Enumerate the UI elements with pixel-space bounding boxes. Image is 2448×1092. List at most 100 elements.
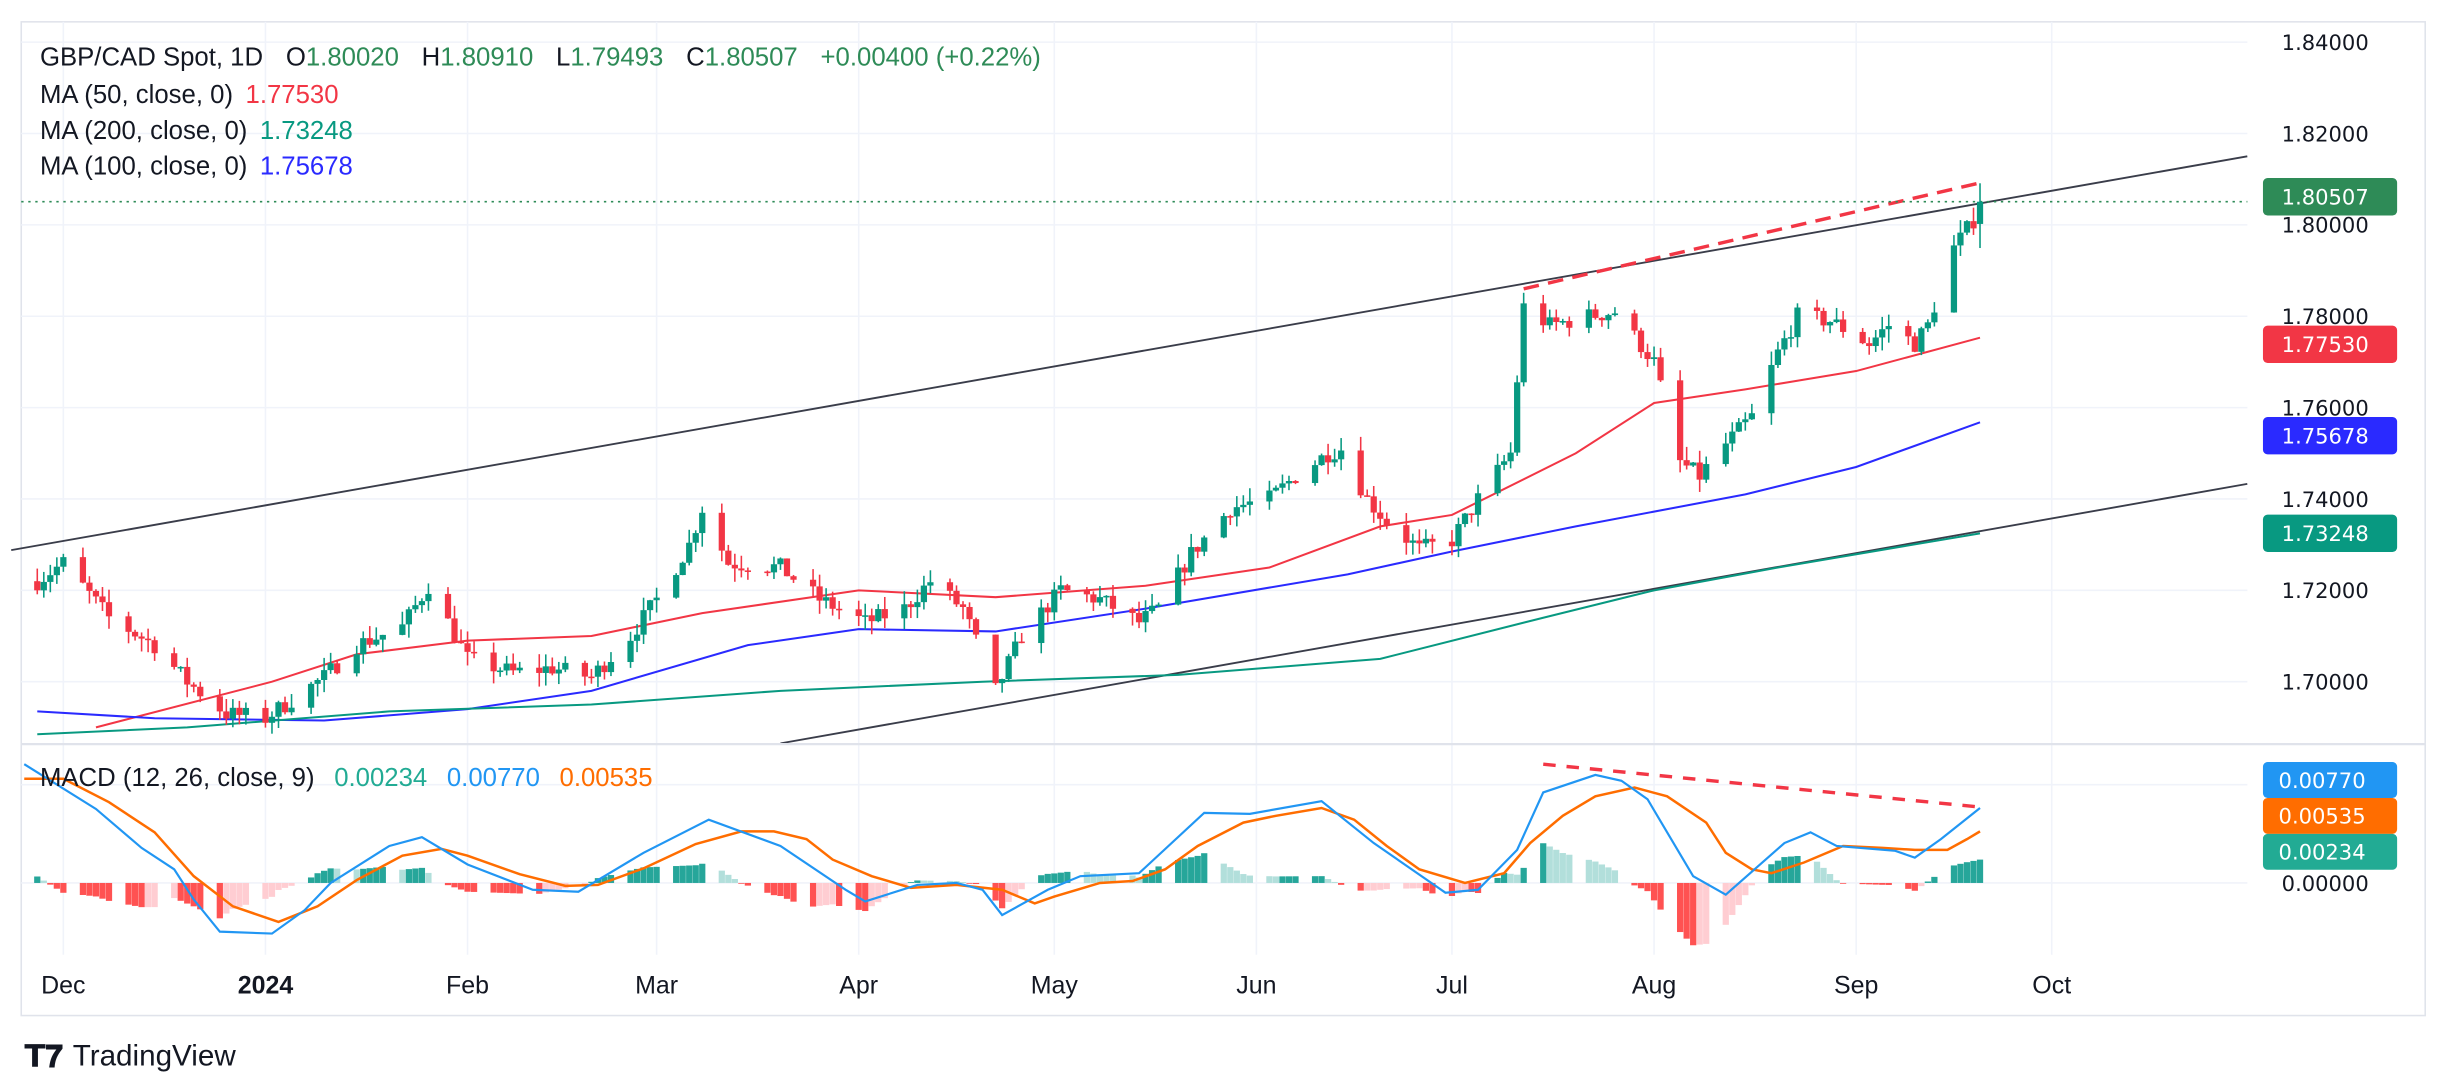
candle[interactable] — [1735, 417, 1742, 432]
candle[interactable] — [1357, 436, 1364, 499]
candle[interactable] — [1722, 432, 1729, 467]
candle[interactable] — [360, 631, 367, 664]
candle[interactable] — [353, 645, 360, 677]
candle[interactable] — [1285, 475, 1293, 491]
candle[interactable] — [144, 628, 152, 653]
candle[interactable] — [1455, 517, 1462, 558]
candle[interactable] — [1677, 370, 1684, 473]
candle[interactable] — [503, 655, 510, 676]
candle[interactable] — [373, 627, 380, 647]
candle[interactable] — [1970, 207, 1977, 235]
candle[interactable] — [581, 660, 589, 686]
candle[interactable] — [314, 678, 321, 697]
candle[interactable] — [1520, 292, 1527, 387]
candle[interactable] — [138, 632, 145, 652]
candle[interactable] — [1038, 599, 1045, 654]
candle[interactable] — [105, 589, 113, 629]
candle[interactable] — [601, 661, 608, 680]
candle[interactable] — [1918, 326, 1925, 356]
candle[interactable] — [907, 600, 914, 619]
candle[interactable] — [1696, 450, 1703, 492]
candle[interactable] — [1266, 480, 1273, 510]
candle[interactable] — [1018, 632, 1025, 644]
price-axis[interactable]: 1.84000 1.82000 1.80000 1.78000 1.76000 1.740… — [2262, 30, 2398, 896]
candle[interactable] — [1729, 422, 1736, 452]
candle[interactable] — [640, 597, 647, 644]
candle[interactable] — [1096, 585, 1104, 606]
candle[interactable] — [60, 553, 67, 572]
candle[interactable] — [816, 574, 823, 614]
candle[interactable] — [464, 631, 471, 666]
candle[interactable] — [1109, 585, 1117, 618]
candle[interactable] — [1429, 534, 1436, 554]
candle[interactable] — [1605, 313, 1612, 329]
candle[interactable] — [131, 629, 139, 641]
candle[interactable] — [242, 702, 250, 725]
candle[interactable] — [40, 571, 47, 598]
candle[interactable] — [1794, 303, 1801, 348]
candle[interactable] — [1820, 307, 1827, 332]
candle[interactable] — [281, 696, 289, 715]
candle[interactable] — [822, 588, 830, 609]
candle[interactable] — [1931, 302, 1938, 327]
candle[interactable] — [868, 608, 875, 635]
candle[interactable] — [836, 600, 843, 620]
candle[interactable] — [1742, 412, 1749, 431]
candle[interactable] — [379, 634, 386, 653]
candle[interactable] — [1879, 316, 1886, 351]
candle[interactable] — [738, 555, 745, 578]
candle[interactable] — [549, 657, 556, 676]
candle[interactable] — [177, 666, 184, 672]
candle[interactable] — [946, 578, 954, 601]
candle[interactable] — [457, 629, 465, 644]
macd-dashed-divergence-line[interactable] — [1543, 762, 1981, 809]
candle[interactable] — [653, 587, 660, 613]
candle[interactable] — [679, 561, 686, 576]
candle[interactable] — [1924, 319, 1931, 333]
candle[interactable] — [405, 606, 412, 638]
candle[interactable] — [1611, 307, 1619, 317]
candle[interactable] — [1494, 453, 1501, 497]
candle[interactable] — [34, 568, 41, 595]
candle[interactable] — [236, 700, 243, 725]
candle[interactable] — [1331, 448, 1338, 467]
candle[interactable] — [1872, 330, 1879, 352]
candle[interactable] — [1976, 183, 1984, 249]
candle[interactable] — [536, 654, 543, 687]
candle[interactable] — [770, 556, 778, 579]
candle[interactable] — [1598, 317, 1606, 327]
candle[interactable] — [699, 506, 706, 547]
candle[interactable] — [171, 647, 178, 670]
candle[interactable] — [1474, 484, 1482, 527]
candle[interactable] — [1064, 583, 1071, 591]
candle[interactable] — [1409, 533, 1416, 555]
candle[interactable] — [1468, 513, 1475, 523]
candle[interactable] — [764, 570, 771, 577]
candle[interactable] — [686, 529, 693, 566]
candle[interactable] — [1416, 529, 1423, 554]
candle[interactable] — [190, 682, 197, 693]
candle[interactable] — [1957, 220, 1964, 256]
candle[interactable] — [875, 604, 882, 623]
candle[interactable] — [1866, 337, 1873, 355]
candle[interactable] — [1813, 299, 1821, 320]
candle[interactable] — [418, 598, 426, 613]
candle[interactable] — [829, 591, 836, 616]
candle[interactable] — [1703, 456, 1710, 483]
candle[interactable] — [229, 699, 236, 728]
candle[interactable] — [1631, 309, 1638, 335]
candle[interactable] — [1383, 512, 1390, 530]
candle[interactable] — [562, 656, 569, 673]
candle[interactable] — [151, 636, 158, 661]
candle[interactable] — [1135, 601, 1143, 629]
candle[interactable] — [1826, 321, 1834, 334]
candle[interactable] — [327, 652, 334, 674]
candle[interactable] — [1637, 327, 1645, 359]
dashed-resistance-line[interactable] — [1523, 181, 1981, 291]
candle[interactable] — [334, 659, 341, 675]
candle[interactable] — [425, 583, 432, 611]
candle[interactable] — [607, 652, 615, 677]
macd-pane[interactable] — [23, 762, 1984, 946]
candle[interactable] — [1220, 512, 1227, 539]
